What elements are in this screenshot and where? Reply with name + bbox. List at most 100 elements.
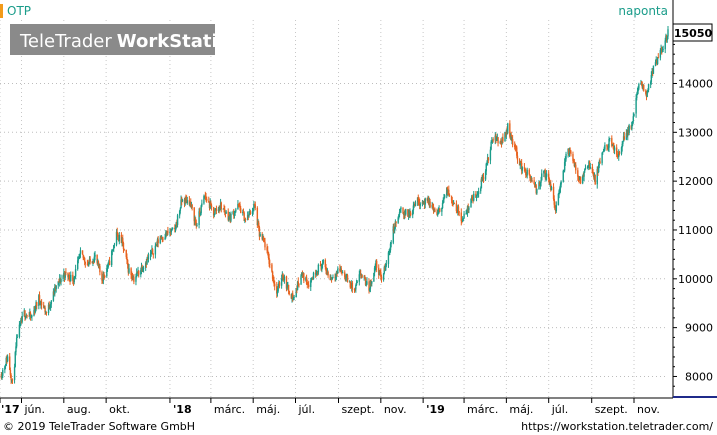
candle-body bbox=[128, 268, 130, 273]
candle-body bbox=[602, 151, 605, 152]
candle-body bbox=[235, 209, 237, 212]
candle-body bbox=[504, 132, 506, 142]
x-tick-label: júl. bbox=[551, 403, 569, 416]
candle-body bbox=[400, 207, 402, 210]
candle-body bbox=[82, 254, 84, 258]
candle-body bbox=[104, 275, 106, 277]
candle-body bbox=[305, 277, 308, 284]
candle-body bbox=[369, 288, 371, 291]
candle-body bbox=[92, 262, 95, 264]
candle-body bbox=[325, 267, 327, 271]
candle-body bbox=[295, 288, 297, 297]
candle-body bbox=[79, 253, 81, 258]
candle-body bbox=[419, 204, 422, 206]
x-tick-label: '17 bbox=[1, 403, 20, 416]
candle-body bbox=[156, 244, 158, 246]
candle-body bbox=[18, 324, 21, 337]
candle-body bbox=[523, 167, 526, 169]
candle-body bbox=[407, 209, 409, 217]
candle-body bbox=[492, 139, 494, 141]
candle-body bbox=[652, 65, 655, 74]
candle-body bbox=[371, 281, 373, 284]
candle-body bbox=[620, 147, 623, 154]
candle-body bbox=[47, 304, 50, 313]
candle-body bbox=[13, 366, 16, 380]
candle-body bbox=[4, 366, 6, 371]
candle-body bbox=[345, 277, 347, 281]
candle-body bbox=[477, 193, 479, 195]
candle-body bbox=[609, 138, 611, 140]
candle-body bbox=[606, 146, 609, 149]
candle-body bbox=[647, 84, 650, 90]
candle-body bbox=[646, 91, 648, 97]
candle-body bbox=[657, 57, 659, 58]
candle-body bbox=[314, 272, 317, 275]
candle-body bbox=[633, 113, 635, 117]
candle-body bbox=[594, 175, 596, 185]
candle-body bbox=[484, 171, 487, 180]
candle-body bbox=[335, 272, 338, 278]
candle-body bbox=[384, 265, 387, 271]
candle-body bbox=[16, 336, 19, 338]
candle-body bbox=[194, 219, 197, 223]
candle-body bbox=[455, 203, 458, 212]
candle-body bbox=[461, 218, 464, 222]
candle-body bbox=[405, 209, 407, 215]
candle-body bbox=[117, 233, 119, 240]
candle-body bbox=[604, 144, 606, 150]
candle-body bbox=[441, 202, 444, 209]
candle-body bbox=[613, 147, 616, 151]
candle-body bbox=[519, 162, 521, 166]
candle-body bbox=[583, 171, 585, 177]
candle-body bbox=[637, 88, 639, 92]
candle-body bbox=[500, 143, 503, 144]
candle-body bbox=[74, 276, 76, 278]
candle-body bbox=[579, 176, 582, 184]
candle-body bbox=[577, 170, 579, 177]
source-url-link[interactable]: https://workstation.teletrader.com/ bbox=[521, 420, 713, 433]
candle-body bbox=[570, 151, 572, 155]
candle-body bbox=[563, 161, 566, 171]
candle-body bbox=[225, 211, 227, 214]
candle-body bbox=[368, 281, 370, 291]
candle-body bbox=[285, 276, 288, 289]
candle-body bbox=[451, 200, 453, 204]
candle-body bbox=[458, 211, 460, 213]
candle-body bbox=[432, 206, 435, 211]
candle-body bbox=[607, 147, 610, 149]
candle-body bbox=[317, 264, 320, 273]
candle-body bbox=[395, 221, 397, 223]
candle-body bbox=[258, 222, 260, 228]
y-tick-label: 8000 bbox=[685, 370, 713, 383]
candle-body bbox=[307, 284, 309, 286]
candle-body bbox=[112, 249, 114, 250]
candle-body bbox=[650, 74, 653, 82]
candle-body bbox=[552, 186, 555, 199]
candle-body bbox=[269, 263, 271, 265]
candle-body bbox=[185, 198, 187, 200]
candle-body bbox=[543, 170, 545, 174]
candle-body bbox=[666, 36, 669, 40]
candle-body bbox=[544, 170, 546, 178]
candle-body bbox=[5, 358, 7, 366]
copyright-text: © 2019 TeleTrader Software GmbH bbox=[3, 420, 196, 433]
candle-body bbox=[616, 154, 619, 156]
candle-body bbox=[253, 204, 255, 209]
candle-body bbox=[233, 212, 236, 216]
candle-body bbox=[199, 213, 202, 215]
watermark-box bbox=[10, 24, 215, 55]
candle-body bbox=[214, 209, 216, 215]
x-axis-ticks: '17 jún. aug. okt. '18 márc. máj. júl. szept. nov… bbox=[0, 398, 660, 416]
candle-body bbox=[344, 272, 346, 278]
candle-body bbox=[335, 277, 337, 279]
candle-body bbox=[264, 241, 266, 248]
candle-body bbox=[635, 98, 637, 114]
candle-body bbox=[40, 301, 43, 306]
candle-body bbox=[471, 196, 474, 201]
candle-body bbox=[62, 275, 64, 280]
candle-body bbox=[466, 212, 468, 214]
candle-body bbox=[292, 293, 294, 299]
candle-body bbox=[572, 160, 575, 162]
candle-body bbox=[219, 208, 221, 210]
